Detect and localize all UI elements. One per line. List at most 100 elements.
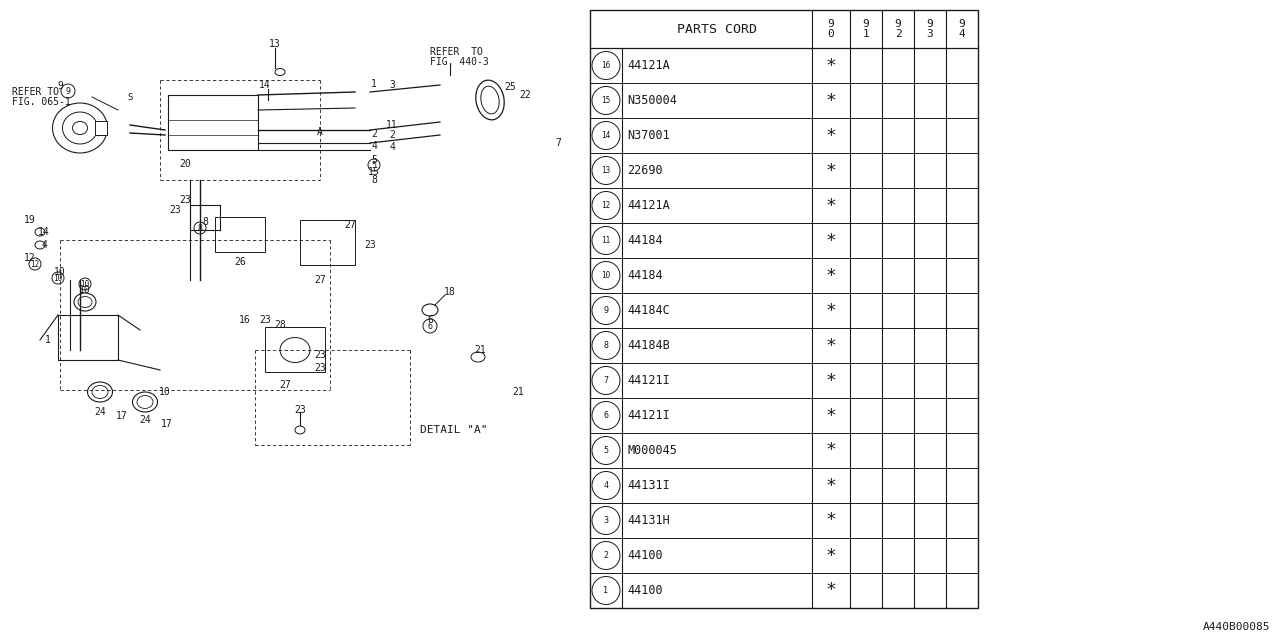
Text: 15: 15 [602, 96, 611, 105]
Bar [300, 220, 355, 265]
Text: 19: 19 [24, 215, 36, 225]
Bar [95, 121, 108, 135]
Text: 17: 17 [161, 419, 173, 429]
Text: *: * [826, 477, 836, 495]
Text: 10: 10 [54, 267, 65, 277]
Text: 3: 3 [603, 516, 608, 525]
Text: 23: 23 [179, 195, 191, 205]
Text: 27: 27 [344, 220, 356, 230]
Text: N37001: N37001 [627, 129, 669, 142]
Text: 23: 23 [259, 315, 271, 325]
Text: 5: 5 [603, 446, 608, 455]
Text: 10: 10 [159, 387, 170, 397]
Text: *: * [826, 266, 836, 285]
Bar [215, 217, 265, 252]
Text: 9: 9 [65, 86, 70, 95]
Text: 14: 14 [602, 131, 611, 140]
Text: FIG. 440-3: FIG. 440-3 [430, 57, 489, 67]
Text: *: * [826, 442, 836, 460]
Text: 6: 6 [603, 411, 608, 420]
Text: 8: 8 [371, 175, 376, 185]
Text: *: * [826, 301, 836, 319]
Text: 24: 24 [140, 415, 151, 425]
Text: 44131H: 44131H [627, 514, 669, 527]
Text: 4: 4 [41, 240, 47, 250]
Text: 44184C: 44184C [627, 304, 669, 317]
Text: 27: 27 [279, 380, 291, 390]
Text: M000045: M000045 [627, 444, 677, 457]
Text: 22: 22 [520, 90, 531, 100]
Text: 8: 8 [202, 217, 207, 227]
Text: 6: 6 [428, 315, 433, 325]
Text: 9: 9 [58, 81, 63, 91]
Bar [590, 10, 978, 608]
Text: S: S [127, 93, 133, 102]
Text: PARTS CORD: PARTS CORD [677, 22, 756, 35]
Bar [58, 315, 118, 360]
Text: *: * [826, 56, 836, 74]
Text: 23: 23 [314, 350, 326, 360]
Text: 17: 17 [116, 411, 128, 421]
Text: 44121I: 44121I [627, 409, 669, 422]
Text: *: * [826, 232, 836, 250]
Text: 1: 1 [45, 335, 51, 345]
Text: *: * [826, 582, 836, 600]
Text: 2: 2 [389, 130, 396, 140]
Text: 9
2: 9 2 [895, 19, 901, 38]
Text: 10: 10 [54, 273, 63, 282]
Text: 21: 21 [474, 345, 486, 355]
Text: 44131I: 44131I [627, 479, 669, 492]
Text: 11: 11 [387, 120, 398, 130]
Text: 10: 10 [79, 285, 91, 295]
Text: FIG. 065-1: FIG. 065-1 [12, 97, 70, 107]
Text: 8: 8 [197, 223, 202, 232]
Text: 7: 7 [556, 138, 561, 148]
Text: 44184: 44184 [627, 234, 663, 247]
Text: 23: 23 [169, 205, 180, 215]
Bar [265, 327, 325, 372]
Text: 44100: 44100 [627, 549, 663, 562]
Text: 28: 28 [274, 320, 285, 330]
Bar [168, 95, 259, 150]
Text: 15: 15 [369, 167, 380, 177]
Text: REFER TO: REFER TO [12, 87, 59, 97]
Text: N350004: N350004 [627, 94, 677, 107]
Text: 18: 18 [444, 287, 456, 297]
Text: 8: 8 [603, 341, 608, 350]
Text: 9
0: 9 0 [828, 19, 835, 38]
Text: 44184B: 44184B [627, 339, 669, 352]
Text: 10: 10 [81, 280, 90, 289]
Text: 25: 25 [504, 82, 516, 92]
Text: 26: 26 [234, 257, 246, 267]
Text: 4: 4 [389, 142, 396, 152]
Text: *: * [826, 511, 836, 529]
Text: 20: 20 [179, 159, 191, 169]
Text: 1: 1 [603, 586, 608, 595]
Text: 5: 5 [371, 161, 376, 170]
Text: 13: 13 [602, 166, 611, 175]
Text: A440B00085: A440B00085 [1202, 622, 1270, 632]
Text: 11: 11 [602, 236, 611, 245]
Text: 6: 6 [428, 321, 433, 330]
Text: 23: 23 [294, 405, 306, 415]
Text: *: * [826, 161, 836, 179]
Text: *: * [826, 196, 836, 214]
Text: 44121A: 44121A [627, 59, 669, 72]
Text: 21: 21 [512, 387, 524, 397]
Text: 9
4: 9 4 [959, 19, 965, 38]
Text: DETAIL "A": DETAIL "A" [420, 425, 488, 435]
Text: 14: 14 [38, 227, 50, 237]
Text: 27: 27 [314, 275, 326, 285]
Text: A: A [317, 127, 323, 137]
Text: 24: 24 [95, 407, 106, 417]
Text: 5: 5 [371, 155, 376, 165]
Text: 2: 2 [371, 129, 376, 139]
Text: 9
1: 9 1 [863, 19, 869, 38]
Text: 44100: 44100 [627, 584, 663, 597]
Text: 44184: 44184 [627, 269, 663, 282]
Text: 23: 23 [364, 240, 376, 250]
Text: 23: 23 [314, 363, 326, 373]
Text: 4: 4 [371, 141, 376, 151]
Text: 4: 4 [603, 481, 608, 490]
Text: 2: 2 [603, 551, 608, 560]
